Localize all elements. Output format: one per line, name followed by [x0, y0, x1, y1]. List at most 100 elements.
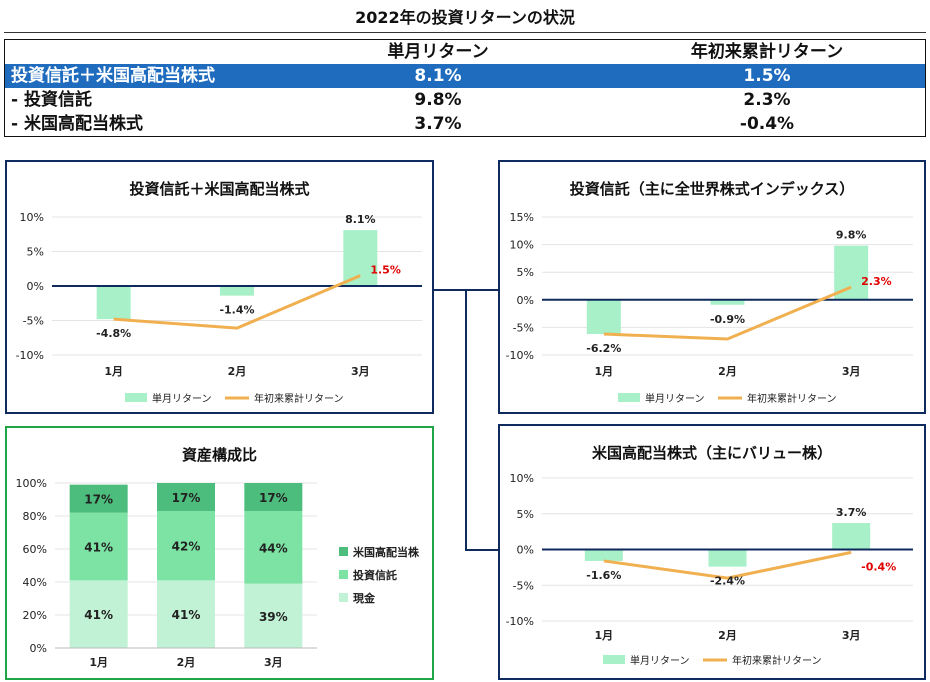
line-end-label: -0.4%: [861, 560, 896, 573]
x-category-label: 3月: [842, 365, 861, 378]
segment-data-label: 17%: [84, 493, 113, 507]
line-end-label: 2.3%: [861, 275, 892, 288]
connector-horizontal-bottom: [465, 549, 498, 551]
chart-us-svg: 10% 5% 0% -5% -10% -1.6% -2.4% 3.7% -0.4% 1月 2月 3月単…: [506, 472, 913, 667]
summary-header-row: 単月リターン 年初来累計リターン: [5, 40, 926, 65]
segment-data-label: 41%: [84, 541, 113, 555]
bar: [710, 299, 745, 305]
summary-row-monthly: 8.1%: [267, 64, 609, 88]
bar: [220, 286, 254, 296]
legend-swatch-bar: [125, 393, 147, 402]
legend-label-line: 年初来累計リターン: [747, 392, 837, 405]
legend-swatch-bar: [618, 393, 640, 402]
chart-title: 投資信託＋米国高配当株式: [129, 180, 310, 198]
bar-data-label: 3.7%: [836, 506, 867, 519]
legend-swatch: [339, 593, 348, 602]
stacked-bar-segment: [157, 511, 215, 581]
summary-row-funds: - 投資信託 9.8% 2.3%: [5, 88, 926, 112]
chart-panel-us: 米国高配当株式（主にバリュー株） 10% 5% 0% -5% -10% -1.6% -2.4…: [498, 424, 926, 680]
segment-data-label: 41%: [172, 608, 201, 622]
y-tick-label: 5%: [517, 266, 534, 279]
x-category-label: 1月: [595, 629, 614, 642]
legend-label-line: 年初来累計リターン: [732, 654, 822, 667]
y-tick-label: 10%: [510, 472, 534, 485]
y-tick-label: 80%: [23, 510, 47, 523]
segment-data-label: 17%: [172, 491, 201, 505]
y-tick-label: 60%: [23, 543, 47, 556]
summary-row-us: - 米国高配当株式 3.7% -0.4%: [5, 112, 926, 137]
chart-title: 資産構成比: [181, 446, 257, 464]
summary-header-monthly: 単月リターン: [387, 42, 489, 62]
bar-data-label: -1.6%: [586, 569, 621, 582]
stacked-bar-segment: [157, 483, 215, 512]
segment-data-label: 44%: [259, 541, 288, 555]
chart-allocation-svg: 100% 80% 60% 40% 20% 0% 41% 41% 17% 41% 42% 17% 39% 4…: [16, 477, 420, 669]
x-category-label: 2月: [228, 365, 247, 378]
y-tick-label: -5%: [23, 315, 44, 328]
bar: [586, 299, 621, 335]
line-end-label: 1.5%: [370, 264, 401, 277]
y-tick-label: 20%: [23, 609, 47, 622]
summary-row-monthly: 9.8%: [414, 90, 462, 110]
cumulative-line: [113, 274, 361, 330]
y-tick-label: -5%: [513, 579, 534, 592]
y-tick-label: 5%: [27, 246, 44, 259]
bar-data-label: -0.9%: [710, 313, 745, 326]
cumulative-line: [603, 285, 852, 341]
x-category-label: 2月: [177, 656, 196, 669]
chart-title: 米国高配当株式（主にバリュー株）: [591, 444, 832, 462]
chart-title: 投資信託（主に全世界株式インデックス）: [569, 180, 855, 198]
summary-row-total: 投資信託＋米国高配当株式 8.1% 1.5%: [4, 64, 926, 88]
stacked-bar-segment: [69, 484, 128, 513]
bar: [584, 549, 623, 561]
x-category-label: 1月: [89, 656, 108, 669]
y-tick-label: -5%: [513, 321, 534, 334]
chart-funds-svg: 15% 10% 5% 0% -5% -10% -6.2% -0.9% 9.8% 2.3% 1月 2月 3…: [506, 211, 913, 405]
legend-swatch-bar: [603, 655, 625, 664]
bar: [708, 549, 747, 567]
chart-panel-allocation: 資産構成比 100% 80% 60% 40% 20% 0% 41% 41% 17% 41% 42% 1…: [5, 426, 434, 680]
legend-label-line: 年初来累計リターン: [254, 392, 344, 405]
summary-row-ytd: 1.5%: [609, 64, 926, 88]
summary-row-ytd: 2.3%: [743, 90, 791, 110]
y-tick-label: 15%: [510, 211, 534, 224]
summary-row-monthly: 3.7%: [414, 114, 462, 134]
y-tick-label: 40%: [23, 576, 47, 589]
legend-swatch: [339, 570, 348, 579]
legend-swatch: [339, 547, 348, 556]
legend-label: 米国高配当株: [352, 545, 420, 559]
cumulative-line: [603, 550, 852, 580]
legend-label-bar: 単月リターン: [645, 392, 705, 405]
y-tick-label: 0%: [27, 280, 44, 293]
segment-data-label: 39%: [259, 610, 288, 624]
y-tick-label: 10%: [510, 239, 534, 252]
y-tick-label: 100%: [16, 477, 47, 490]
x-category-label: 3月: [842, 629, 861, 642]
page-title: 2022年の投資リターンの状況: [355, 8, 575, 27]
x-category-label: 3月: [264, 656, 283, 669]
legend-label-bar: 単月リターン: [630, 654, 690, 667]
summary-row-label: - 米国高配当株式: [11, 114, 143, 134]
title-divider: [4, 32, 926, 33]
y-tick-label: -10%: [506, 615, 534, 628]
stacked-bar-segment: [69, 580, 128, 648]
bar-data-label: 8.1%: [345, 213, 376, 226]
bar: [96, 286, 131, 320]
y-tick-label: 0%: [517, 544, 534, 557]
summary-row-label: - 投資信託: [11, 90, 92, 110]
bar-data-label: 9.8%: [836, 229, 867, 242]
x-category-label: 1月: [595, 365, 614, 378]
summary-table: 単月リターン 年初来累計リターン 投資信託＋米国高配当株式 8.1% 1.5% …: [4, 39, 926, 137]
y-tick-label: 0%: [517, 294, 534, 307]
stacked-bar-segment: [69, 512, 128, 581]
bar-data-label: -4.8%: [96, 327, 131, 340]
y-tick-label: 0%: [30, 642, 47, 655]
chart-panel-funds: 投資信託（主に全世界株式インデックス） 15% 10% 5% 0% -5% -10% -6.…: [498, 160, 926, 414]
summary-row-label: 投資信託＋米国高配当株式: [4, 64, 267, 88]
bar-data-label: -1.4%: [219, 304, 254, 317]
segment-data-label: 17%: [259, 491, 288, 505]
x-category-label: 1月: [104, 365, 123, 378]
legend-label-bar: 単月リターン: [152, 392, 212, 405]
y-tick-label: -10%: [16, 349, 44, 362]
bar: [343, 230, 378, 286]
